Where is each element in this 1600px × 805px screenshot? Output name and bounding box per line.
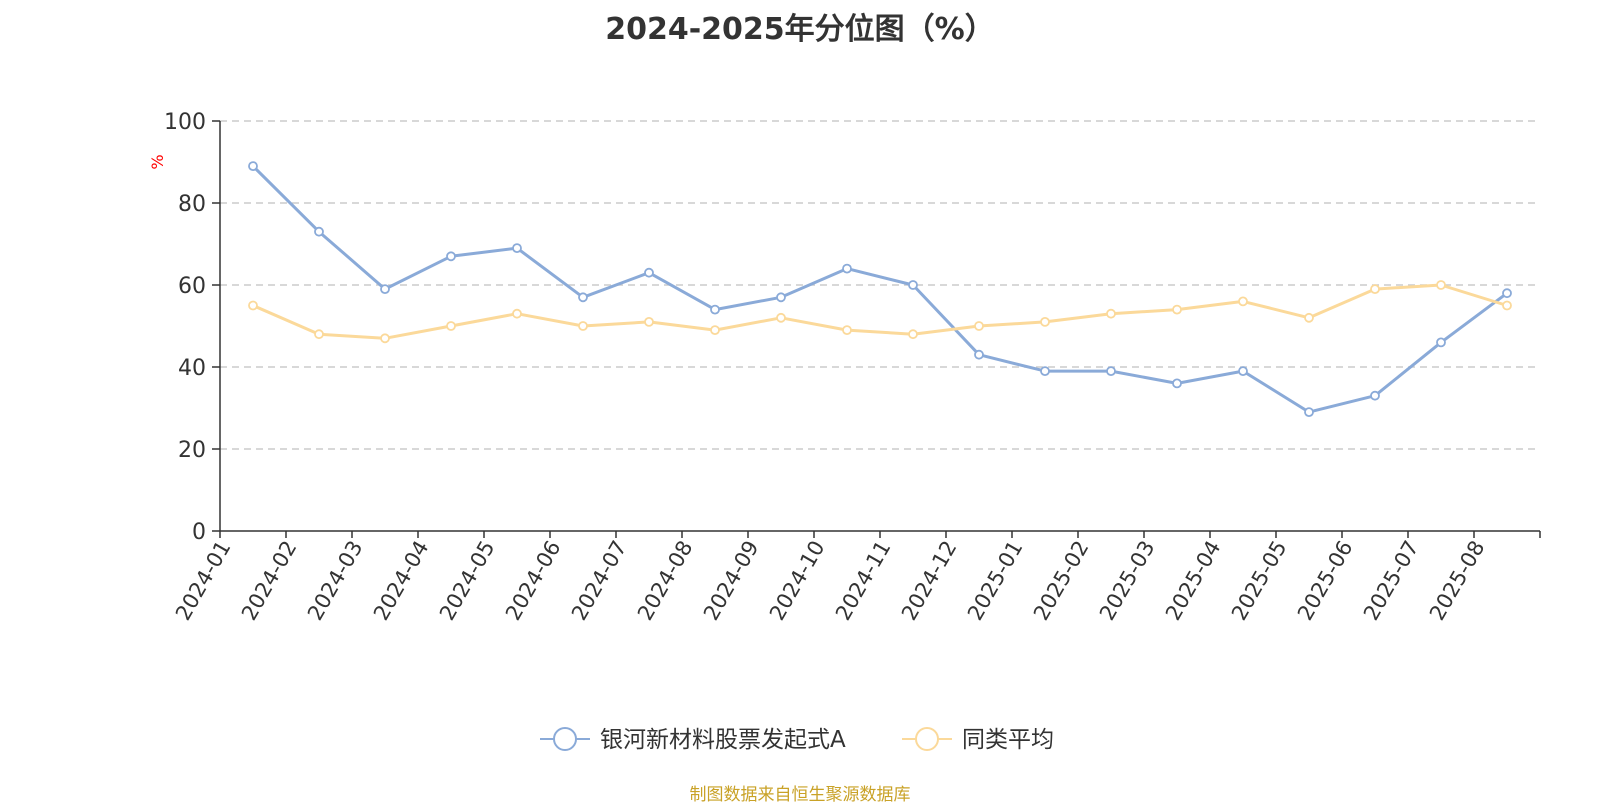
data-point — [776, 292, 786, 303]
x-tick-label: 2025-08 — [1425, 537, 1490, 625]
data-point — [710, 325, 720, 336]
data-point — [1040, 366, 1050, 377]
data-point — [578, 292, 588, 303]
data-point — [1106, 308, 1116, 319]
x-tick-label: 2024-09 — [699, 537, 764, 625]
data-point — [908, 280, 918, 290]
data-point — [974, 349, 984, 360]
data-point — [1304, 407, 1314, 418]
data-point — [1370, 284, 1380, 295]
x-tick-label: 2024-02 — [237, 537, 302, 625]
chart-title: 2024-2025年分位图（%） — [605, 12, 995, 47]
data-point — [1436, 280, 1446, 290]
gridlines — [220, 120, 1540, 450]
legend-marker — [553, 727, 577, 751]
data-point — [446, 321, 456, 331]
x-tick-label: 2024-11 — [831, 537, 896, 625]
data-point — [1436, 337, 1446, 348]
y-tick-label: 60 — [178, 274, 206, 299]
series-line-1 — [251, 164, 1509, 414]
legend-item-1[interactable]: 银河新材料股票发起式A — [540, 727, 846, 753]
data-point — [314, 329, 324, 340]
x-tick-label: 2024-05 — [435, 537, 500, 625]
series — [248, 161, 1512, 418]
data-point — [908, 329, 918, 340]
data-point — [1304, 312, 1314, 323]
x-tick-label: 2024-04 — [369, 537, 434, 625]
data-point — [446, 251, 456, 262]
x-tick-label: 2024-01 — [171, 537, 236, 625]
x-tick-label: 2024-03 — [303, 537, 368, 625]
data-point — [512, 308, 522, 319]
data-point — [1040, 316, 1050, 327]
data-point — [1370, 390, 1380, 401]
x-tick-label: 2025-02 — [1029, 537, 1094, 625]
x-tick-label: 2025-01 — [963, 537, 1028, 625]
x-tick-label: 2024-12 — [897, 537, 962, 625]
data-point — [578, 321, 588, 331]
x-tick-label: 2025-03 — [1095, 537, 1160, 625]
x-tick-label: 2024-06 — [501, 537, 566, 625]
data-point — [248, 300, 258, 311]
x-tick-label: 2025-06 — [1293, 537, 1358, 625]
data-point — [248, 161, 258, 172]
x-tick-label: 2024-08 — [633, 537, 698, 625]
legend[interactable]: 银河新材料股票发起式A 同类平均 — [540, 727, 1054, 753]
x-tick-label: 2024-07 — [567, 537, 632, 625]
data-point — [644, 267, 654, 278]
y-tick-label: 80 — [178, 192, 206, 217]
data-point — [776, 312, 786, 323]
y-tick-label: 0 — [192, 520, 206, 545]
data-point — [1172, 304, 1182, 315]
data-point — [314, 226, 324, 237]
x-tick-label: 2025-07 — [1359, 537, 1424, 625]
series-line-2 — [251, 283, 1509, 340]
data-point — [710, 304, 720, 315]
data-point — [512, 243, 522, 254]
y-axis-label: % — [148, 154, 167, 169]
legend-label: 银河新材料股票发起式A — [600, 727, 846, 753]
data-source-note: 制图数据来自恒生聚源数据库 — [689, 785, 911, 805]
data-point — [842, 325, 852, 336]
legend-label: 同类平均 — [962, 727, 1054, 753]
data-point — [380, 284, 390, 295]
x-tick-label: 2024-10 — [765, 537, 830, 625]
legend-item-2[interactable]: 同类平均 — [902, 727, 1054, 753]
data-point — [1172, 378, 1182, 389]
data-point — [1106, 366, 1116, 377]
data-point — [1502, 300, 1512, 311]
data-point — [1238, 296, 1248, 307]
y-tick-label: 40 — [178, 356, 206, 381]
data-point — [1238, 366, 1248, 377]
y-tick-label: 20 — [178, 438, 206, 463]
x-tick-label: 2025-05 — [1227, 537, 1292, 625]
data-point — [1502, 288, 1512, 299]
y-tick-label: 100 — [164, 110, 206, 135]
data-point — [380, 333, 390, 344]
data-point — [644, 316, 654, 327]
data-point — [974, 321, 984, 331]
data-point — [842, 263, 852, 274]
x-tick-label: 2025-04 — [1161, 537, 1226, 625]
legend-marker — [915, 727, 939, 751]
